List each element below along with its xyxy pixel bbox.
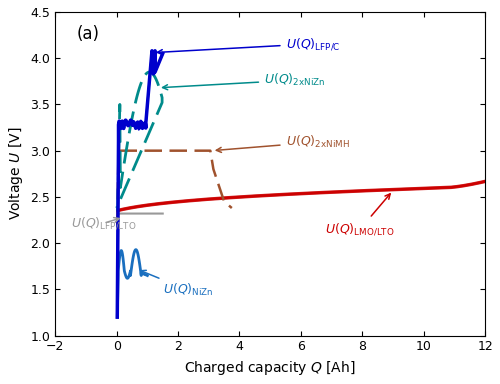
Text: $U(Q)_\mathrm{LFP/C}$: $U(Q)_\mathrm{LFP/C}$ [158,36,340,55]
Text: $U(Q)_\mathrm{LFP/LTO}$: $U(Q)_\mathrm{LFP/LTO}$ [70,215,136,231]
Text: $U(Q)_\mathrm{LMO/LTO}$: $U(Q)_\mathrm{LMO/LTO}$ [326,194,395,237]
Text: $U(Q)_\mathrm{NiZn}$: $U(Q)_\mathrm{NiZn}$ [141,270,214,298]
Text: (a): (a) [76,25,100,43]
Y-axis label: Voltage $U$ [V]: Voltage $U$ [V] [7,127,25,220]
X-axis label: Charged capacity $Q$ [Ah]: Charged capacity $Q$ [Ah] [184,359,356,377]
Text: $U(Q)_\mathrm{2xNiMH}$: $U(Q)_\mathrm{2xNiMH}$ [216,134,350,152]
Text: $U(Q)_\mathrm{2xNiZn}$: $U(Q)_\mathrm{2xNiZn}$ [162,72,326,90]
